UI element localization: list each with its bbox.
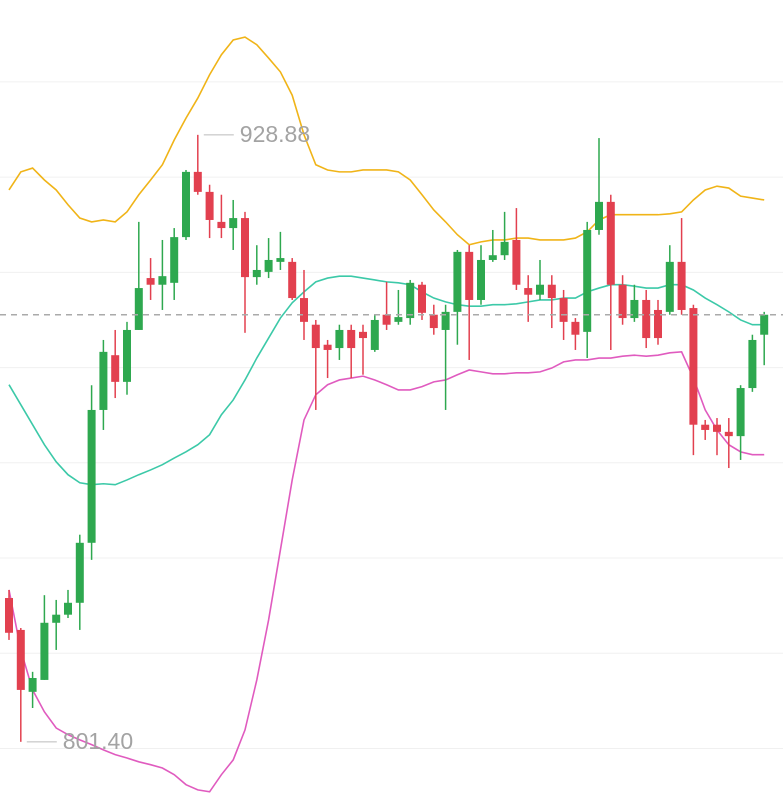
band-line xyxy=(8,351,765,793)
candle-body xyxy=(524,288,533,295)
candle-body xyxy=(123,329,131,382)
candle-body xyxy=(264,259,273,272)
candle-body xyxy=(64,602,72,615)
candle-body xyxy=(276,258,285,262)
candle-body xyxy=(52,614,61,623)
candle-body xyxy=(453,251,462,312)
candle-body xyxy=(477,259,485,300)
candle-body xyxy=(323,344,332,350)
candle-body xyxy=(406,282,415,319)
annotation-label: 801.40 xyxy=(63,728,133,754)
candle-body xyxy=(252,269,261,278)
candle-body xyxy=(736,388,745,437)
candle-body xyxy=(606,201,615,285)
candle-body xyxy=(359,331,367,339)
candle-body xyxy=(288,261,297,299)
candle-body xyxy=(665,261,674,312)
candle-body xyxy=(217,221,226,229)
candle-body xyxy=(193,171,202,192)
candle-body xyxy=(370,319,379,350)
candle-body xyxy=(99,351,108,410)
candle-body xyxy=(713,424,721,432)
candle-body xyxy=(335,329,344,349)
candle-body xyxy=(16,629,25,690)
candle-body xyxy=(677,261,686,310)
candle-body xyxy=(146,278,155,285)
candle-body xyxy=(441,311,450,330)
candle-body xyxy=(571,321,580,335)
candle-body xyxy=(748,339,757,389)
candle-body xyxy=(701,424,710,430)
candle-body xyxy=(654,309,662,339)
candle-body xyxy=(465,251,474,300)
candle-body xyxy=(488,255,497,260)
candle-body xyxy=(618,284,627,319)
candle-body xyxy=(418,284,426,313)
candle-body xyxy=(75,542,84,603)
candle-body xyxy=(300,298,308,322)
band-line xyxy=(8,36,765,246)
candle-body xyxy=(241,218,249,278)
candle-body xyxy=(158,276,167,285)
candle-body xyxy=(229,218,238,229)
candle-body xyxy=(642,299,651,339)
candle-body xyxy=(500,241,509,256)
candle-body xyxy=(40,622,49,680)
candle-body xyxy=(170,237,179,283)
candle-body xyxy=(595,201,603,230)
candle-body xyxy=(182,171,190,238)
candle-body xyxy=(134,288,143,330)
candle-body xyxy=(724,431,733,437)
candle-body xyxy=(429,314,438,329)
candle-body xyxy=(760,314,769,335)
candle-body xyxy=(347,329,356,349)
candle-body xyxy=(28,678,37,692)
candle-body xyxy=(689,308,698,425)
candle-body xyxy=(111,355,120,382)
candle-body xyxy=(547,284,556,299)
candle-body xyxy=(394,317,403,322)
candle-body xyxy=(536,284,544,295)
candle-body xyxy=(5,598,13,633)
candle-body xyxy=(559,298,568,322)
candle-body xyxy=(512,239,521,285)
candle-body xyxy=(630,299,639,319)
candle-body xyxy=(382,314,391,325)
annotation-label: 928.88 xyxy=(240,121,310,147)
candle-body xyxy=(205,191,214,220)
candle-body xyxy=(87,409,96,543)
candle-body xyxy=(583,229,592,332)
candle-body xyxy=(311,324,320,349)
